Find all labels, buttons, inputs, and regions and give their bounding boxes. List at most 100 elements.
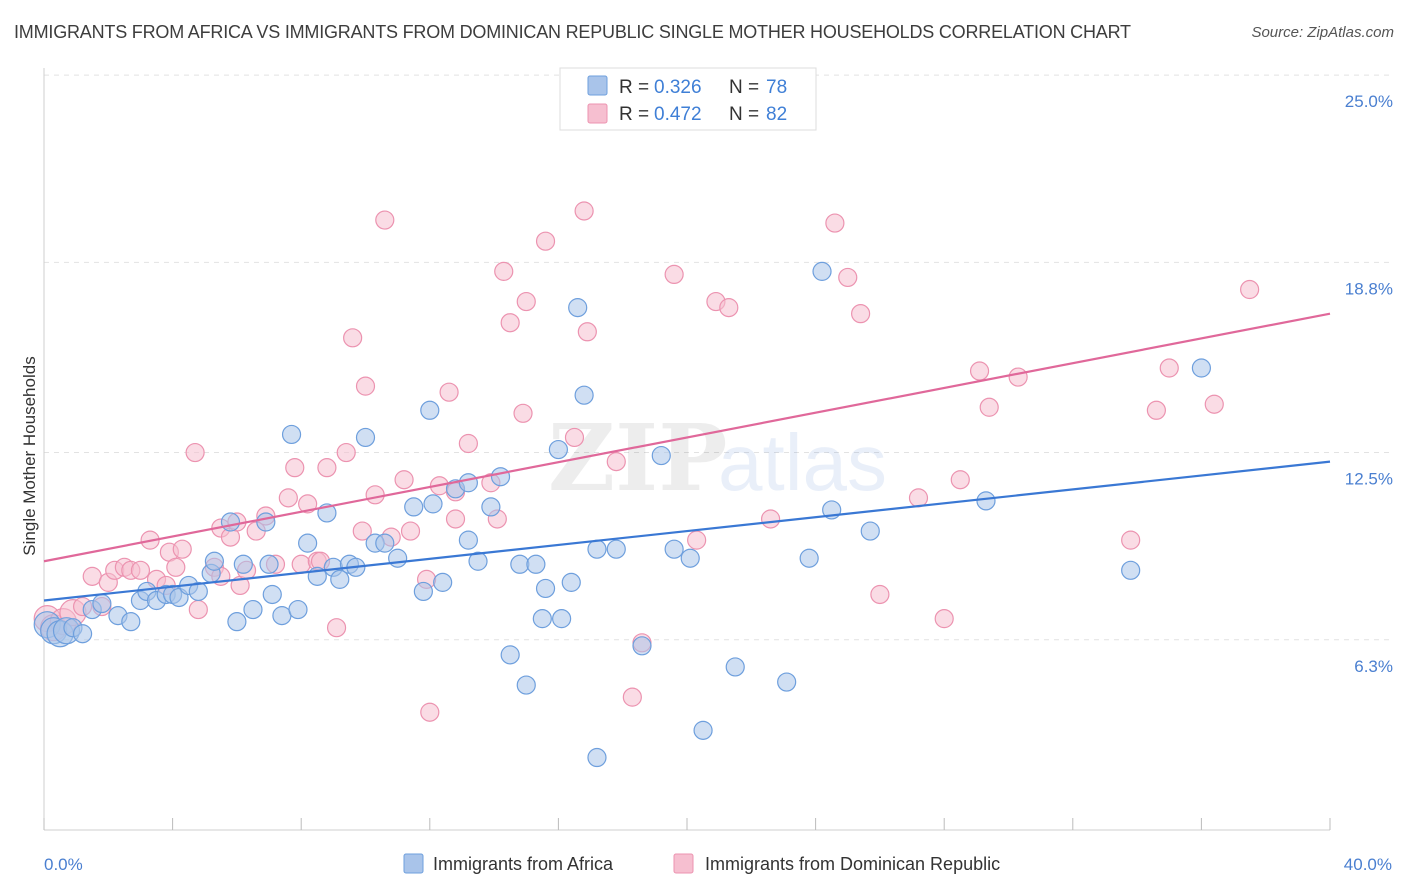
point-africa <box>552 609 572 629</box>
point-africa <box>574 385 594 405</box>
point-dominican <box>516 291 536 312</box>
point-africa <box>664 539 684 559</box>
point-dominican <box>851 304 871 324</box>
point-dominican <box>82 566 102 586</box>
point-dominican <box>1146 400 1166 420</box>
point-dominican <box>352 521 372 541</box>
point-africa <box>243 599 263 620</box>
y-tick-label: 25.0% <box>1345 92 1393 111</box>
point-dominican <box>172 539 192 559</box>
point-dominican <box>166 557 186 577</box>
point-dominican <box>870 584 890 605</box>
point-dominican <box>394 470 414 490</box>
point-africa <box>976 491 996 511</box>
point-africa <box>420 400 440 420</box>
point-africa <box>1191 358 1212 378</box>
point-africa <box>272 606 292 626</box>
point-dominican <box>291 554 311 574</box>
point-africa <box>606 539 626 559</box>
point-africa <box>799 548 819 568</box>
point-africa <box>92 593 112 614</box>
point-africa <box>330 569 350 589</box>
point-dominican <box>979 397 999 417</box>
point-dominican <box>1240 279 1260 300</box>
x-tick-label-min: 0.0% <box>44 855 83 874</box>
point-africa <box>481 497 501 517</box>
y-axis-title: Single Mother Households <box>20 356 39 555</box>
point-dominican <box>622 687 642 707</box>
point-dominican <box>298 494 318 514</box>
point-dominican <box>513 403 533 423</box>
point-africa <box>651 445 671 466</box>
point-dominican <box>375 210 395 230</box>
legend-n-label-africa: N = <box>729 77 759 98</box>
point-africa <box>220 512 241 532</box>
point-dominican <box>760 509 781 529</box>
point-dominican <box>445 509 466 529</box>
point-dominican <box>825 213 845 233</box>
trendline-dominican <box>43 312 1331 563</box>
point-africa <box>72 624 93 644</box>
point-africa <box>532 609 552 629</box>
point-dominican <box>838 267 858 288</box>
trendline-africa <box>43 460 1331 602</box>
point-dominican <box>365 485 385 505</box>
point-dominican <box>343 328 363 348</box>
point-dominican <box>606 452 626 472</box>
point-africa <box>548 439 569 460</box>
point-africa <box>725 657 745 677</box>
series-africa-points <box>33 261 1212 768</box>
point-africa <box>516 675 536 695</box>
point-africa <box>355 427 376 448</box>
y-tick-label: 12.5% <box>1345 470 1393 489</box>
point-africa <box>288 599 308 620</box>
y-tick-labels: 6.3% 12.5% 18.8% 25.0% <box>1345 92 1393 676</box>
point-dominican <box>439 382 459 402</box>
legend-n-label-dominican: N = <box>729 104 759 125</box>
legend-r-value-dominican: 0.472 <box>654 104 702 125</box>
legend-swatch-dominican <box>587 103 608 124</box>
point-dominican <box>1121 530 1141 550</box>
point-africa <box>632 636 652 656</box>
point-dominican <box>285 458 305 478</box>
y-tick-label: 18.8% <box>1345 279 1393 298</box>
x-tick-label-max: 40.0% <box>1344 855 1392 874</box>
point-dominican <box>1204 394 1224 414</box>
bottom-legend-swatch-africa <box>403 853 424 874</box>
point-africa <box>535 578 556 599</box>
point-dominican <box>278 488 298 508</box>
point-dominican <box>687 530 707 550</box>
legend-r-label-dominican: R = <box>619 104 649 125</box>
chart-source: Source: ZipAtlas.com <box>1251 24 1394 41</box>
point-dominican <box>500 313 520 333</box>
chart-title: IMMIGRANTS FROM AFRICA VS IMMIGRANTS FRO… <box>14 22 1131 42</box>
legend-swatch-africa <box>587 75 608 96</box>
point-dominican <box>188 599 208 620</box>
point-africa <box>568 298 588 318</box>
point-africa <box>298 533 318 553</box>
series-legend: Immigrants from Africa Immigrants from D… <box>403 853 1000 874</box>
point-dominican <box>336 442 356 463</box>
point-africa <box>188 581 208 602</box>
legend-n-value-africa: 78 <box>766 77 787 98</box>
point-africa <box>490 467 511 487</box>
point-africa <box>281 424 302 445</box>
point-dominican <box>564 427 585 448</box>
point-dominican <box>950 470 970 490</box>
point-africa <box>1121 560 1141 580</box>
point-dominican <box>494 261 514 281</box>
point-africa <box>680 548 700 568</box>
point-africa <box>587 747 607 768</box>
point-africa <box>259 554 279 574</box>
point-dominican <box>908 488 929 508</box>
point-dominican <box>934 609 954 629</box>
bottom-legend-label-dominican: Immigrants from Dominican Republic <box>705 854 1000 874</box>
point-africa <box>388 548 408 568</box>
point-africa <box>204 551 224 571</box>
point-africa <box>256 512 276 532</box>
point-africa <box>561 572 581 592</box>
point-dominican <box>458 433 478 454</box>
point-africa <box>433 572 453 592</box>
point-africa <box>860 521 880 541</box>
